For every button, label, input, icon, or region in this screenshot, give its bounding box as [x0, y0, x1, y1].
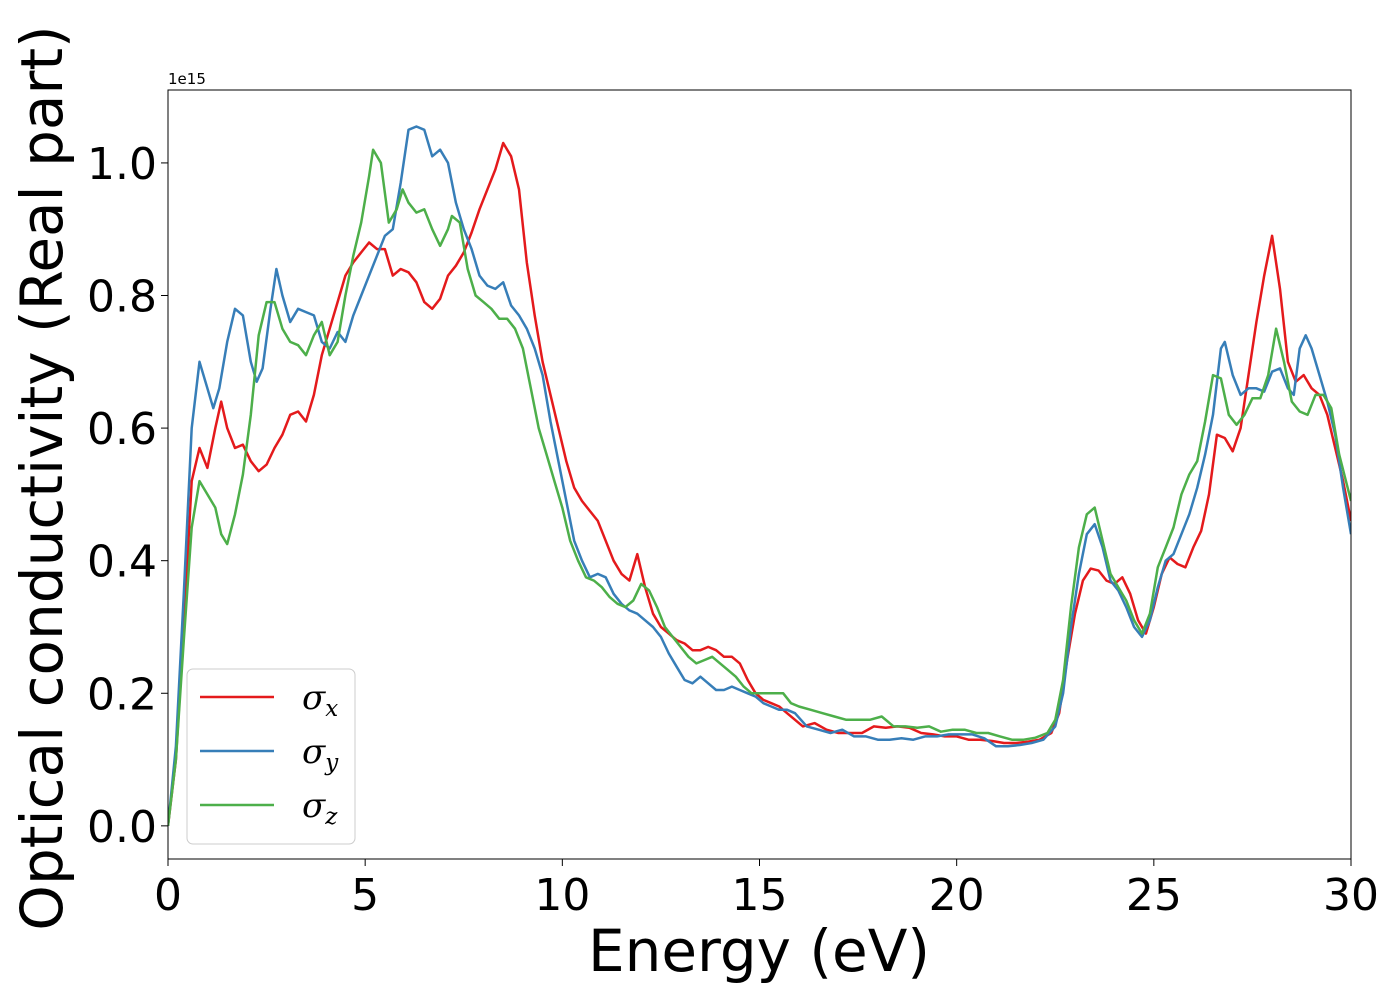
legend-label-z: σz	[302, 786, 338, 830]
y-tick-label: 0.2	[87, 669, 157, 720]
y-axis: 0.0 0.2 0.4 0.6 0.8 1.0	[87, 139, 168, 853]
y-tick-label: 0.4	[87, 537, 157, 588]
x-tick-label: 15	[732, 870, 788, 921]
legend-label-y: σy	[302, 732, 339, 776]
legend-label-x: σx	[302, 678, 338, 722]
x-tick-label: 0	[154, 870, 182, 921]
x-axis-label: Energy (eV)	[588, 917, 930, 985]
series-line-y	[168, 125, 1351, 827]
x-tick-label: 10	[534, 870, 590, 921]
y-tick-label: 0.8	[87, 272, 157, 323]
series-line-x	[168, 141, 1351, 827]
series-line-z	[168, 148, 1351, 827]
y-axis-label: Optical conductivity (Real part)	[8, 25, 76, 930]
y-offset-label: 1e15	[168, 70, 206, 88]
y-tick-label: 0.6	[87, 404, 157, 455]
x-tick-label: 30	[1323, 870, 1379, 921]
x-tick-label: 20	[929, 870, 985, 921]
x-tick-label: 5	[351, 870, 379, 921]
series-layer	[168, 125, 1351, 827]
y-tick-label: 0.0	[87, 802, 157, 853]
x-tick-label: 25	[1126, 870, 1182, 921]
y-tick-label: 1.0	[87, 139, 157, 190]
legend-frame	[186, 668, 356, 845]
legend: σx σy σz	[186, 668, 356, 845]
x-axis: 0 5 10 15 20 25 30	[154, 859, 1379, 921]
